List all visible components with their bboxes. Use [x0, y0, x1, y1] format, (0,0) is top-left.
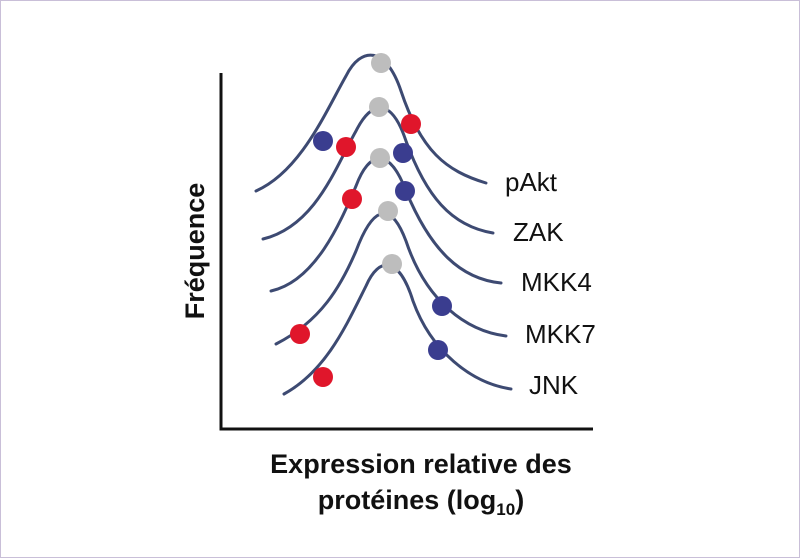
y-axis-label: Fréquence [180, 183, 210, 320]
dot-red-zak [336, 137, 356, 157]
x-axis-label-suffix: ) [515, 485, 524, 515]
label-pakt: pAkt [505, 167, 558, 197]
curve-pakt [254, 53, 488, 193]
label-mkk4: MKK4 [521, 267, 592, 297]
x-axis-label-subscript: 10 [496, 500, 515, 519]
label-zak: ZAK [513, 217, 564, 247]
dot-grey-pakt [371, 53, 391, 73]
axes [219, 73, 593, 431]
dot-blue-zak [393, 143, 413, 163]
dot-red-mkk7 [290, 324, 310, 344]
dot-blue-pakt [313, 131, 333, 151]
x-axis-label-prefix: protéines (log [318, 485, 497, 515]
dot-blue-mkk4 [395, 181, 415, 201]
dot-grey-zak [369, 97, 389, 117]
label-jnk: JNK [529, 370, 579, 400]
x-axis-label-line1: Expression relative des [270, 449, 572, 479]
curve-mkk7 [274, 212, 508, 346]
x-axis-label-line2: protéines (log10) [318, 485, 524, 519]
dot-red-pakt [401, 114, 421, 134]
label-mkk7: MKK7 [525, 319, 596, 349]
dot-red-jnk [313, 367, 333, 387]
dot-grey-mkk7 [378, 201, 398, 221]
dot-blue-jnk [428, 340, 448, 360]
dot-grey-jnk [382, 254, 402, 274]
dot-red-mkk4 [342, 189, 362, 209]
dot-blue-mkk7 [432, 296, 452, 316]
dot-grey-mkk4 [370, 148, 390, 168]
